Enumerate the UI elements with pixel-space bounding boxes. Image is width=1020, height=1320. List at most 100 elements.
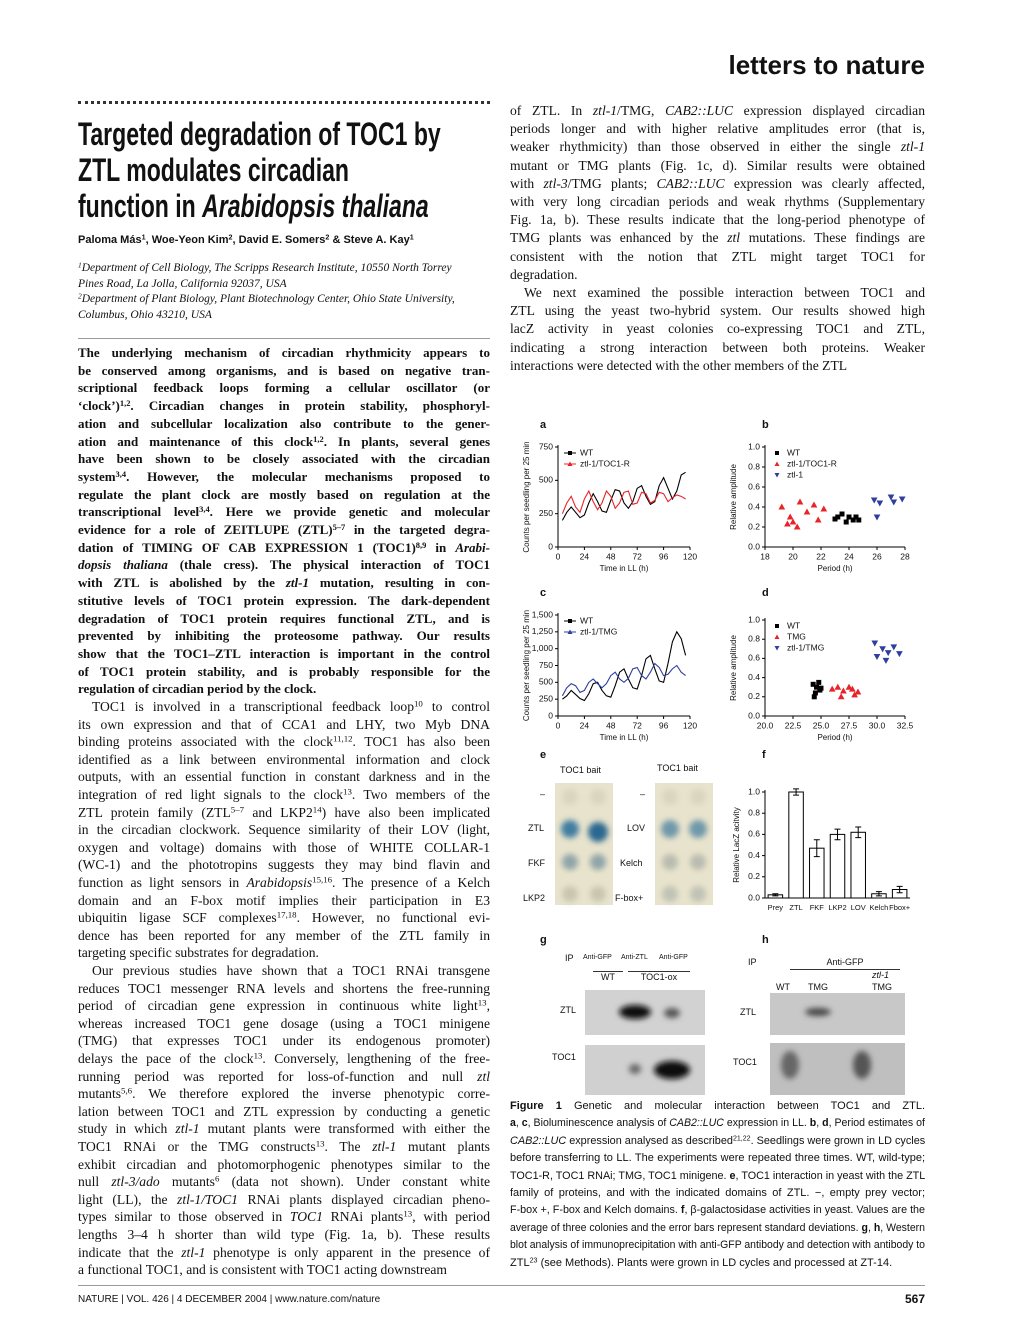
text-run: expression in LL. — [723, 1117, 810, 1130]
point — [840, 687, 847, 694]
legend-marker — [568, 451, 572, 455]
text-run: phenotype is only apparent in the presen… — [205, 1244, 490, 1260]
error-bar — [772, 893, 779, 897]
body-line: with ztl-3/TMG plants; CAB2::LUC express… — [510, 176, 925, 192]
text-run: ztl-1 — [181, 1244, 206, 1260]
text-run: Targeted degradation of TOC1 by — [78, 116, 441, 152]
text-run: & Steve A. Kay — [329, 234, 410, 246]
text-run: mutation, resulting in con- — [308, 575, 491, 591]
text-run: identified as a link between environment… — [78, 751, 490, 767]
text-run: ztl-1 — [900, 139, 925, 155]
body-line: a functional TOC1, and is consistent wit… — [78, 1262, 447, 1278]
text-run: 17,18 — [276, 909, 297, 920]
text-run: F-box +, F-box and Kelch domains. — [510, 1204, 681, 1217]
text-run: mutants — [159, 1174, 215, 1190]
text-run: period of circadian gene expression in c… — [78, 998, 478, 1014]
journal-header: letters to nature — [728, 50, 926, 80]
y-tick-label: 1,250 — [532, 626, 554, 636]
text-run: We next examined the possible interactio… — [524, 285, 925, 300]
text-run: CAB2::LUC — [669, 1117, 724, 1130]
text-run: in the targeted degra- — [345, 522, 490, 537]
point — [786, 513, 794, 520]
text-run: evidence for a role of ZEITLUPE (ZTL) — [78, 522, 333, 537]
text-run: blot analysis of immunoprecipitation wit… — [510, 1239, 925, 1252]
series-line — [561, 489, 686, 514]
point — [843, 519, 849, 525]
body-line: running period was reported for loss-of-… — [78, 1069, 490, 1085]
text-run: , β-galactosidase activities in yeast. V… — [684, 1204, 926, 1217]
x-tick-label: LKP2 — [828, 903, 846, 912]
text-run: h — [873, 1221, 881, 1234]
error-bar — [855, 826, 862, 839]
point — [810, 501, 818, 508]
legend-label: WT — [580, 615, 593, 625]
text-run: with — [510, 175, 544, 191]
antibody-label: Anti-GFP — [659, 954, 688, 961]
text-run: 14 — [312, 804, 322, 815]
point — [846, 514, 852, 520]
body-line: null ztl-3/ado mutants6 (data not shown)… — [78, 1174, 490, 1190]
body-line: TMG plants was enhanced by the ztl mutat… — [510, 230, 925, 246]
body-line: function as light sensors in Arabidopsis… — [78, 875, 490, 891]
row-label: TOC1 — [552, 1052, 576, 1062]
body-line: ZTL using the yeast two-hybrid system. O… — [510, 303, 925, 319]
text-run: regulate the plant clock are mostly base… — [78, 486, 490, 502]
x-tick-label: 25.0 — [813, 720, 830, 730]
abstract-line: show that the TOC1–ZTL interaction is im… — [78, 646, 490, 662]
y-tick-label: 750 — [539, 660, 553, 670]
text-run: expression analysed as described — [566, 1134, 733, 1147]
text-run: d — [822, 1117, 829, 1130]
legend-label: WT — [787, 447, 800, 457]
point — [818, 685, 824, 691]
body-line: binding proteins associated with the clo… — [78, 734, 490, 750]
bar — [850, 831, 866, 899]
body-line: targeting specific substrates for degrad… — [78, 945, 319, 961]
text-run: 21,22 — [732, 1134, 751, 1143]
text-run: null — [78, 1174, 112, 1190]
panel-letter: e — [540, 749, 547, 761]
text-run: mutant plants — [396, 1139, 490, 1154]
y-tick-label: 0.6 — [748, 481, 760, 491]
x-tick-label: 27.5 — [841, 720, 858, 730]
text-run: 13 — [477, 997, 487, 1008]
ip-label: IP — [748, 957, 757, 967]
x-tick-label: 18 — [760, 551, 770, 561]
text-run: prevented by inhibiting the proteosome p… — [78, 628, 490, 644]
text-run: 10 — [414, 698, 423, 709]
caption-line: average of three colonies and the error … — [510, 1222, 925, 1234]
row-label: – — [640, 789, 646, 799]
lane-label: TMG — [808, 982, 828, 992]
abstract-line: ation and subcellular localization also … — [78, 416, 490, 432]
body-line: in the circadian clockwork. Sequence sim… — [78, 822, 490, 838]
point — [856, 517, 862, 523]
y-tick-label: 0 — [548, 541, 553, 551]
text-run: 13 — [343, 786, 352, 797]
x-axis-label: Period (h) — [817, 733, 852, 742]
legend-label: ztl-1/TOC1-R — [580, 458, 630, 468]
x-tick-label: FKF — [810, 903, 825, 912]
y-tick-label: 0.6 — [748, 829, 760, 839]
text-run: 11,12 — [333, 733, 353, 744]
text-run: 5,6 — [121, 1085, 133, 1096]
legend-marker — [775, 451, 779, 455]
text-run: 13 — [403, 1208, 413, 1219]
text-run: ztl-3/ado — [111, 1174, 160, 1190]
legend-label: ztl-1 — [787, 469, 803, 479]
x-tick-label: 20.0 — [757, 720, 774, 730]
y-tick-label: 0.2 — [748, 521, 760, 531]
text-run: Arabi- — [455, 539, 490, 555]
text-run: TOC1-R, TOC1 RNAi; TMG, TOC1 minigene. — [510, 1169, 730, 1182]
text-run: ztl-1 — [592, 103, 618, 118]
text-run: 1,2 — [119, 397, 131, 408]
text-run: (see Methods). Plants were grown in LD c… — [537, 1256, 893, 1269]
x-tick-label: 24 — [580, 551, 590, 561]
text-run: ztl-1/TOC1 — [177, 1191, 238, 1207]
x-tick-label: 22 — [816, 551, 826, 561]
text-run: expression was clearly affected, — [724, 175, 926, 191]
point — [849, 685, 856, 692]
rule — [78, 338, 490, 339]
text-run: ztl — [727, 230, 741, 246]
text-run: degradation of TOC1 protein requires fun… — [78, 610, 490, 626]
legend-label: ztl-1/TMG — [787, 642, 824, 652]
